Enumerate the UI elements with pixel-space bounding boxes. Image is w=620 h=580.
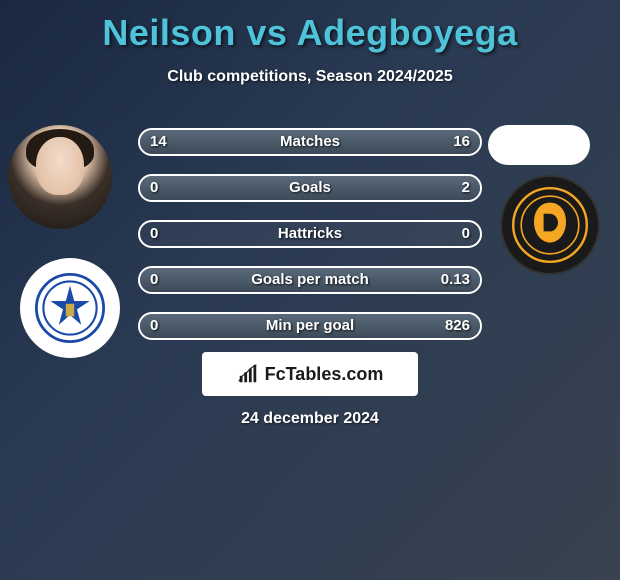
dundee-united-badge-icon: [510, 185, 590, 265]
vs-text: vs: [246, 12, 287, 53]
player2-name: Adegboyega: [297, 12, 518, 53]
page-title: Neilson vs Adegboyega: [0, 0, 620, 54]
stat-label: Goals: [140, 176, 480, 200]
player1-name: Neilson: [102, 12, 236, 53]
st-johnstone-badge-icon: [35, 273, 105, 343]
subtitle: Club competitions, Season 2024/2025: [0, 68, 620, 86]
player1-avatar: [8, 125, 112, 229]
brand-text: FcTables.com: [265, 364, 384, 385]
stat-bar: 02Goals: [138, 174, 482, 202]
stat-label: Goals per match: [140, 268, 480, 292]
stat-bar: 0826Min per goal: [138, 312, 482, 340]
player2-avatar: [488, 125, 590, 165]
stat-bars: 1416Matches 02Goals 00Hattricks 00.13Goals …: [138, 128, 482, 358]
player1-club-badge: [20, 258, 120, 358]
stat-bar: 00Hattricks: [138, 220, 482, 248]
brand-badge[interactable]: FcTables.com: [202, 352, 418, 396]
stat-label: Min per goal: [140, 314, 480, 338]
date-text: 24 december 2024: [0, 410, 620, 428]
chart-icon: [237, 363, 259, 385]
stat-label: Matches: [140, 130, 480, 154]
stat-bar: 00.13Goals per match: [138, 266, 482, 294]
stat-bar: 1416Matches: [138, 128, 482, 156]
stat-label: Hattricks: [140, 222, 480, 246]
player2-club-badge: [500, 175, 600, 275]
